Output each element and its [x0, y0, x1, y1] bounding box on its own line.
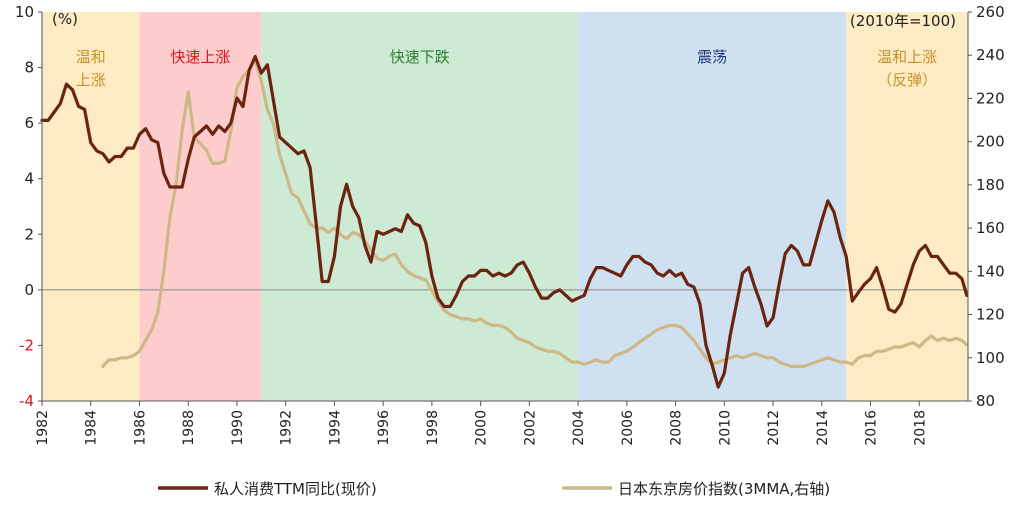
legend: 私人消费TTM同比(现价) 日本东京房价指数(3MMA,右轴)	[158, 480, 830, 498]
x-tick-label: 1996	[376, 410, 392, 446]
x-tick-label: 1982	[35, 410, 51, 446]
x-tick-label: 2012	[766, 410, 782, 446]
right-tick-label: 100	[976, 349, 1005, 367]
axes: -4 -2 0 2 4 6 8 10 80 100 120 140 160 180 200 220 240 260…	[15, 3, 1005, 446]
x-tick-label: 1984	[84, 410, 100, 446]
left-tick-label: 0	[24, 281, 34, 299]
x-tick-label: 2014	[815, 410, 831, 446]
x-tick-label: 2006	[620, 410, 636, 446]
region-label: （反弹）	[877, 71, 937, 89]
x-tick-label: 1986	[132, 410, 148, 446]
x-tick-label: 1994	[327, 410, 343, 446]
left-tick-label: -2	[19, 336, 34, 354]
series-line	[101, 57, 969, 368]
left-tick-label: 2	[24, 225, 34, 243]
x-tick-label: 1988	[181, 410, 197, 446]
x-tick-label: 2008	[669, 410, 685, 446]
x-tick-label: 2010	[717, 410, 733, 446]
region-label: 快速下跌	[390, 48, 450, 66]
right-tick-label: 120	[976, 306, 1005, 324]
x-tick-label: 1998	[425, 410, 441, 446]
x-tick-label: 1990	[230, 410, 246, 446]
left-tick-label: 6	[24, 114, 34, 132]
left-axis-unit: (%)	[52, 10, 78, 28]
right-tick-label: 140	[976, 262, 1005, 280]
right-tick-label: 220	[976, 89, 1005, 107]
right-tick-label: 160	[976, 219, 1005, 237]
legend-label: 私人消费TTM同比(现价)	[214, 480, 377, 498]
x-tick-label: 2016	[864, 410, 880, 446]
x-tick-label: 1992	[279, 410, 295, 446]
right-tick-label: 260	[976, 3, 1005, 21]
right-tick-label: 80	[976, 392, 995, 410]
x-tick-label: 2018	[912, 410, 928, 446]
region-band	[139, 12, 262, 401]
region-label: 温和	[76, 48, 106, 66]
right-tick-label: 180	[976, 176, 1005, 194]
region-label: 震荡	[697, 48, 727, 66]
left-tick-label: 10	[15, 3, 34, 21]
left-tick-label: -4	[19, 392, 34, 410]
region-band	[846, 12, 968, 401]
series-lines	[40, 54, 969, 389]
region-label: 上涨	[76, 71, 106, 89]
right-tick-label: 200	[976, 133, 1005, 151]
left-tick-label: 8	[24, 59, 34, 77]
x-tick-label: 2000	[474, 410, 490, 446]
region-label: 温和上涨	[877, 48, 937, 66]
x-tick-label: 2002	[522, 410, 538, 446]
region-band	[42, 12, 140, 401]
region-band	[578, 12, 847, 401]
right-tick-label: 240	[976, 46, 1005, 64]
series-line	[40, 54, 969, 389]
legend-label: 日本东京房价指数(3MMA,右轴)	[618, 480, 830, 498]
region-bands	[42, 12, 968, 401]
right-axis-unit: (2010年=100)	[850, 12, 956, 30]
region-label: 快速上涨	[170, 48, 230, 66]
left-tick-label: 4	[24, 170, 34, 188]
x-tick-label: 2004	[571, 410, 587, 446]
